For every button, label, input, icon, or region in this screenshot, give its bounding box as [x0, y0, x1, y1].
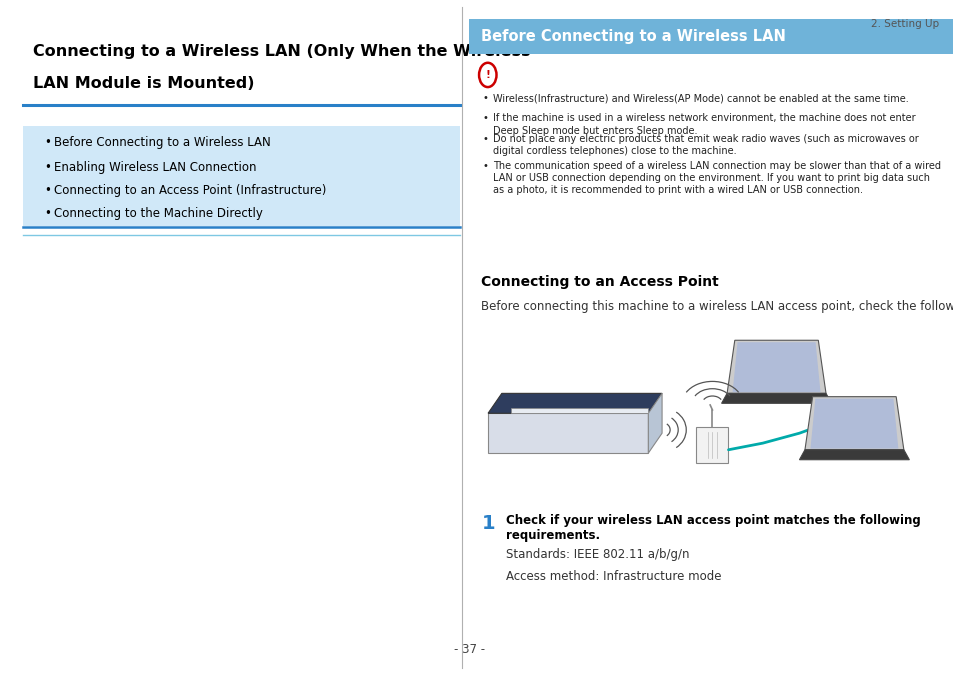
Text: The communication speed of a wireless LAN connection may be slower than that of : The communication speed of a wireless LA…: [492, 161, 940, 196]
Text: LAN Module is Mounted): LAN Module is Mounted): [32, 76, 254, 90]
Text: Connecting to a Wireless LAN (Only When the Wireless: Connecting to a Wireless LAN (Only When …: [32, 44, 530, 59]
Text: Standards: IEEE 802.11 a/b/g/n: Standards: IEEE 802.11 a/b/g/n: [505, 548, 688, 561]
Polygon shape: [810, 399, 898, 449]
Text: •: •: [482, 93, 488, 103]
Polygon shape: [488, 394, 661, 413]
Text: Connecting to an Access Point (Infrastructure): Connecting to an Access Point (Infrastru…: [54, 184, 326, 196]
Circle shape: [478, 63, 496, 87]
Polygon shape: [799, 450, 908, 460]
Bar: [696, 427, 728, 463]
Text: 1: 1: [481, 514, 495, 533]
Text: Enabling Wireless LAN Connection: Enabling Wireless LAN Connection: [54, 161, 256, 173]
Polygon shape: [804, 397, 902, 450]
Text: Wireless(Infrastructure) and Wireless(AP Mode) cannot be enabled at the same tim: Wireless(Infrastructure) and Wireless(AP…: [492, 93, 907, 103]
Text: Before connecting this machine to a wireless LAN access point, check the followi: Before connecting this machine to a wire…: [481, 300, 953, 313]
Polygon shape: [726, 340, 825, 394]
Text: - 37 -: - 37 -: [454, 643, 484, 656]
Text: 2. Setting Up: 2. Setting Up: [870, 19, 939, 29]
Text: Check if your wireless LAN access point matches the following requirements.: Check if your wireless LAN access point …: [505, 514, 920, 542]
Text: Access method: Infrastructure mode: Access method: Infrastructure mode: [505, 570, 720, 583]
Polygon shape: [648, 394, 661, 453]
Text: Connecting to the Machine Directly: Connecting to the Machine Directly: [54, 207, 263, 219]
Text: •: •: [482, 134, 488, 144]
Text: •: •: [45, 136, 51, 148]
Polygon shape: [720, 394, 831, 404]
Text: Connecting to an Access Point: Connecting to an Access Point: [481, 275, 719, 290]
Text: !: !: [485, 70, 490, 80]
Bar: [469, 19, 953, 54]
Text: •: •: [45, 207, 51, 219]
Polygon shape: [732, 342, 820, 392]
Text: •: •: [482, 161, 488, 171]
Text: Do not place any electric products that emit weak radio waves (such as microwave: Do not place any electric products that …: [492, 134, 918, 156]
Polygon shape: [511, 408, 648, 413]
Text: Before Connecting to a Wireless LAN: Before Connecting to a Wireless LAN: [54, 136, 271, 148]
Text: •: •: [45, 161, 51, 173]
Polygon shape: [488, 413, 648, 453]
Bar: [24, 126, 459, 226]
Text: •: •: [482, 113, 488, 124]
Text: If the machine is used in a wireless network environment, the machine does not e: If the machine is used in a wireless net…: [492, 113, 914, 136]
Text: Before Connecting to a Wireless LAN: Before Connecting to a Wireless LAN: [481, 28, 785, 44]
Text: •: •: [45, 184, 51, 196]
